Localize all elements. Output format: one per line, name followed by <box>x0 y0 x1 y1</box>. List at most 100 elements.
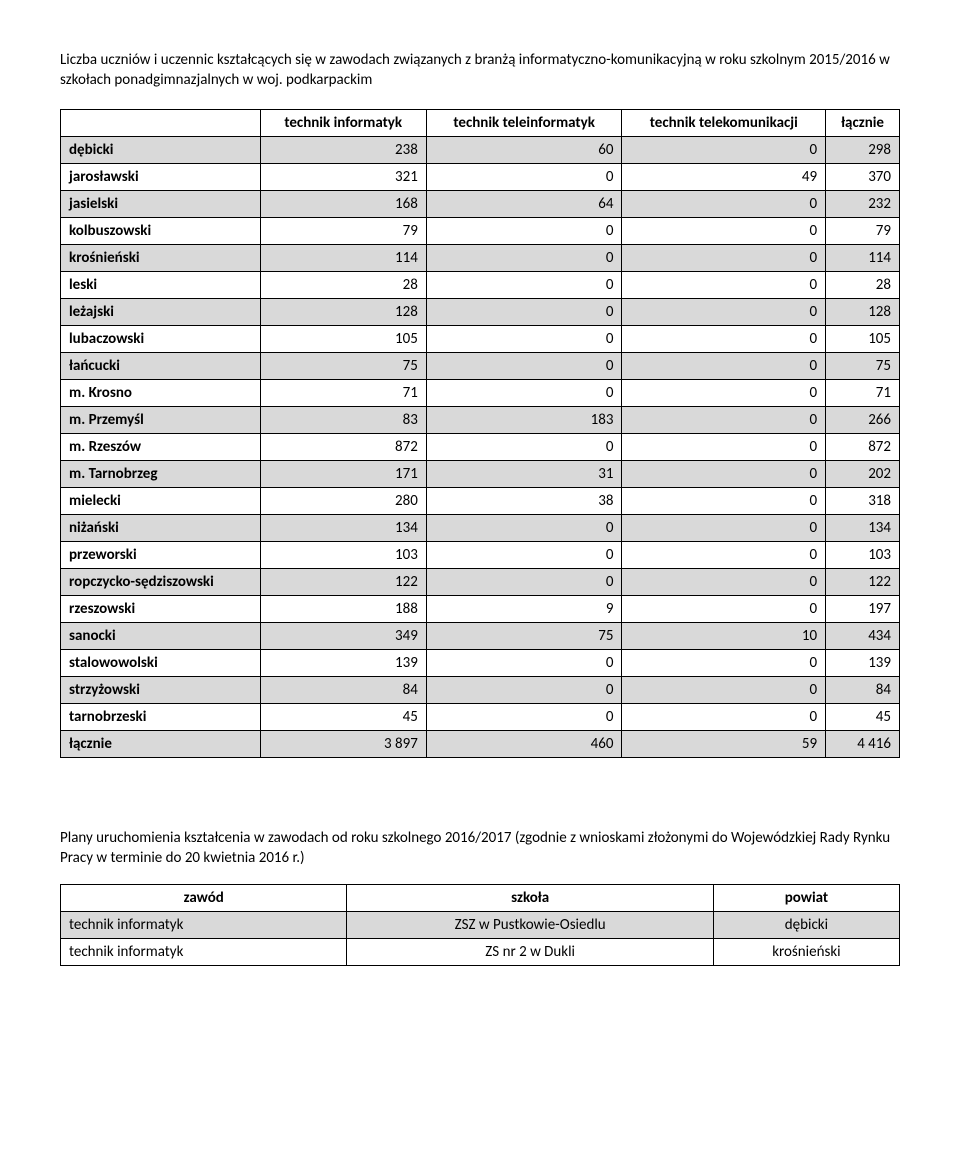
th-col4: łącznie <box>826 109 900 136</box>
row-value: 0 <box>622 541 826 568</box>
row-value: 370 <box>826 163 900 190</box>
row-value: 0 <box>426 352 622 379</box>
row-value: 0 <box>622 649 826 676</box>
row-value: 0 <box>622 514 826 541</box>
students-table: technik informatyk technik teleinformaty… <box>60 109 900 758</box>
row-value: 0 <box>622 190 826 217</box>
plans-row: technik informatykZSZ w Pustkowie-Osiedl… <box>61 912 900 939</box>
row-label: łańcucki <box>61 352 261 379</box>
table-row: dębicki238600298 <box>61 136 900 163</box>
row-value: 0 <box>426 703 622 730</box>
row-value: 139 <box>826 649 900 676</box>
th-col1: technik informatyk <box>260 109 426 136</box>
plans-cell: ZSZ w Pustkowie-Osiedlu <box>347 912 713 939</box>
row-label: leżajski <box>61 298 261 325</box>
row-value: 0 <box>426 217 622 244</box>
row-value: 79 <box>826 217 900 244</box>
row-value: 0 <box>622 406 826 433</box>
row-value: 460 <box>426 730 622 757</box>
row-value: 38 <box>426 487 622 514</box>
row-label: jarosławski <box>61 163 261 190</box>
table-row: niżański13400134 <box>61 514 900 541</box>
row-value: 0 <box>622 460 826 487</box>
row-value: 28 <box>826 271 900 298</box>
row-value: 45 <box>260 703 426 730</box>
row-value: 49 <box>622 163 826 190</box>
row-value: 134 <box>260 514 426 541</box>
row-value: 0 <box>622 568 826 595</box>
row-value: 0 <box>426 568 622 595</box>
table-row: tarnobrzeski450045 <box>61 703 900 730</box>
row-value: 298 <box>826 136 900 163</box>
row-value: 0 <box>622 352 826 379</box>
table-row: lubaczowski10500105 <box>61 325 900 352</box>
plans-cell: ZS nr 2 w Dukli <box>347 939 713 966</box>
row-value: 71 <box>826 379 900 406</box>
row-value: 105 <box>826 325 900 352</box>
row-value: 0 <box>426 676 622 703</box>
row-value: 84 <box>260 676 426 703</box>
row-value: 171 <box>260 460 426 487</box>
row-label: m. Tarnobrzeg <box>61 460 261 487</box>
plans-th-powiat: powiat <box>713 885 899 912</box>
row-value: 0 <box>426 163 622 190</box>
row-value: 0 <box>426 649 622 676</box>
row-value: 0 <box>622 676 826 703</box>
row-label: dębicki <box>61 136 261 163</box>
row-value: 10 <box>622 622 826 649</box>
row-value: 0 <box>622 379 826 406</box>
row-value: 75 <box>826 352 900 379</box>
row-value: 872 <box>826 433 900 460</box>
table-row: rzeszowski18890197 <box>61 595 900 622</box>
row-label: leski <box>61 271 261 298</box>
row-value: 434 <box>826 622 900 649</box>
row-value: 122 <box>826 568 900 595</box>
row-value: 0 <box>426 244 622 271</box>
th-col3: technik telekomunikacji <box>622 109 826 136</box>
plans-cell: technik informatyk <box>61 912 347 939</box>
row-value: 0 <box>622 298 826 325</box>
table-row: m. Przemyśl831830266 <box>61 406 900 433</box>
row-value: 71 <box>260 379 426 406</box>
table-row: strzyżowski840084 <box>61 676 900 703</box>
row-value: 105 <box>260 325 426 352</box>
row-value: 0 <box>622 325 826 352</box>
row-label: m. Krosno <box>61 379 261 406</box>
row-value: 0 <box>426 325 622 352</box>
table-row: stalowowolski13900139 <box>61 649 900 676</box>
intro-paragraph: Liczba uczniów i uczennic kształcących s… <box>60 50 900 91</box>
row-value: 232 <box>826 190 900 217</box>
row-value: 0 <box>622 217 826 244</box>
row-value: 202 <box>826 460 900 487</box>
row-label: stalowowolski <box>61 649 261 676</box>
table-row: jasielski168640232 <box>61 190 900 217</box>
row-value: 83 <box>260 406 426 433</box>
row-label: mielecki <box>61 487 261 514</box>
row-value: 0 <box>426 514 622 541</box>
row-label: przeworski <box>61 541 261 568</box>
table-row: leżajski12800128 <box>61 298 900 325</box>
plans-paragraph: Plany uruchomienia kształcenia w zawodac… <box>60 828 900 869</box>
plans-cell: krośnieński <box>713 939 899 966</box>
row-value: 139 <box>260 649 426 676</box>
plans-table: zawód szkoła powiat technik informatykZS… <box>60 884 900 966</box>
row-value: 183 <box>426 406 622 433</box>
th-col2: technik teleinformatyk <box>426 109 622 136</box>
row-value: 28 <box>260 271 426 298</box>
row-value: 0 <box>426 433 622 460</box>
row-label: kolbuszowski <box>61 217 261 244</box>
plans-th-zawod: zawód <box>61 885 347 912</box>
row-value: 321 <box>260 163 426 190</box>
row-label: niżański <box>61 514 261 541</box>
row-value: 128 <box>260 298 426 325</box>
row-value: 64 <box>426 190 622 217</box>
row-value: 266 <box>826 406 900 433</box>
row-value: 0 <box>622 487 826 514</box>
row-value: 872 <box>260 433 426 460</box>
table-row: leski280028 <box>61 271 900 298</box>
row-value: 84 <box>826 676 900 703</box>
row-label: strzyżowski <box>61 676 261 703</box>
row-value: 188 <box>260 595 426 622</box>
table-row: ropczycko-sędziszowski12200122 <box>61 568 900 595</box>
row-value: 238 <box>260 136 426 163</box>
